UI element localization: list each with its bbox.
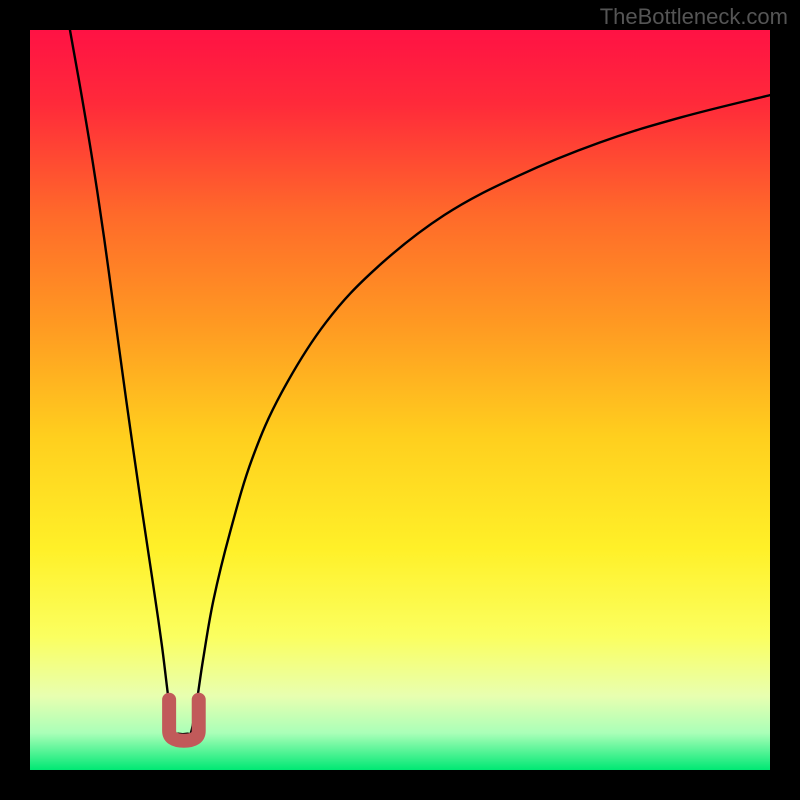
chart-frame	[30, 30, 770, 770]
watermark-text: TheBottleneck.com	[600, 4, 788, 30]
gradient-background	[30, 30, 770, 770]
bottleneck-chart	[30, 30, 770, 770]
